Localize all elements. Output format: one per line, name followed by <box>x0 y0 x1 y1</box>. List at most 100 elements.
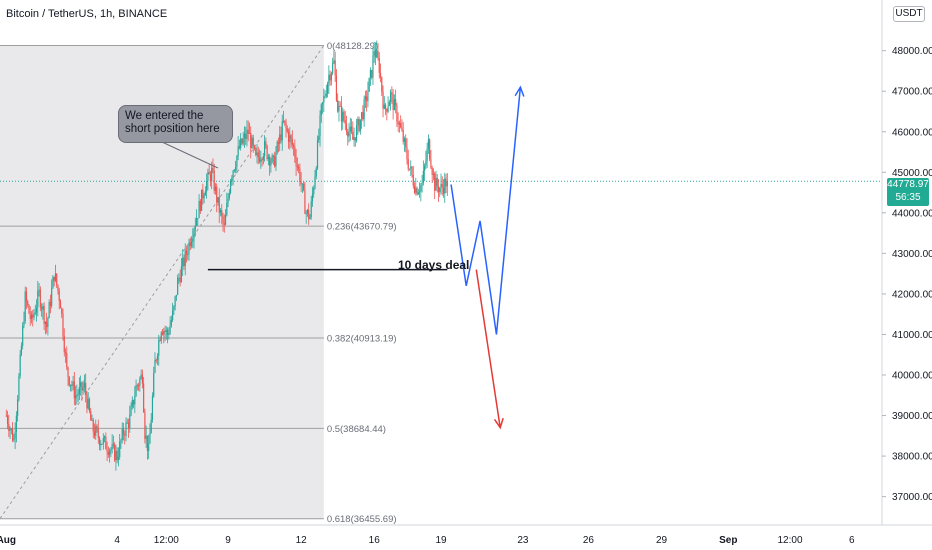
candle-body <box>284 120 286 123</box>
candle-body <box>132 400 135 405</box>
candle-body <box>407 159 409 169</box>
candle-body <box>183 257 185 267</box>
time-tick-label: 19 <box>435 535 447 546</box>
candle-body <box>146 435 149 451</box>
candle-body <box>227 197 229 204</box>
entry-callout[interactable]: We entered the short position here <box>118 105 233 143</box>
candle-body <box>320 104 322 116</box>
candle-body <box>59 300 62 309</box>
candle-body <box>432 173 435 175</box>
candle-body <box>253 145 256 149</box>
candle-body <box>184 250 186 267</box>
candle-body <box>51 288 53 306</box>
candle-body <box>214 186 217 191</box>
candle-body <box>332 63 334 74</box>
time-tick-label: 12 <box>296 535 308 546</box>
candle-body <box>202 189 204 199</box>
candle-body <box>282 120 285 122</box>
candle-body <box>265 141 267 146</box>
candle-body <box>325 93 327 96</box>
candle-body <box>236 155 238 168</box>
candle-body <box>311 193 314 202</box>
candle-body <box>334 60 336 76</box>
candle-body <box>352 131 354 140</box>
candle-body <box>413 185 416 193</box>
candle-body <box>364 96 366 100</box>
candle-body <box>270 161 272 166</box>
candle-body <box>396 105 398 122</box>
candle-body <box>52 276 54 289</box>
candle-body <box>32 314 34 318</box>
candle-body <box>388 101 390 107</box>
candle-body <box>111 444 113 450</box>
candle-body <box>378 58 380 73</box>
candle-body <box>24 291 26 322</box>
candle-body <box>63 336 65 352</box>
candle-body <box>222 215 224 224</box>
price-tick-label: 44000.00 <box>892 208 932 219</box>
candle-body <box>367 91 369 102</box>
candle-body <box>371 69 373 78</box>
candle-body <box>226 203 228 216</box>
candle-body <box>114 444 116 461</box>
candle-body <box>29 313 31 319</box>
candle-body <box>252 137 254 146</box>
candle-body <box>398 123 401 125</box>
price-tick-label: 40000.00 <box>892 371 932 382</box>
candle-body <box>23 321 25 326</box>
candle-body <box>126 422 128 424</box>
candle-body <box>264 141 266 157</box>
candle-body <box>56 273 58 286</box>
price-tick-label: 42000.00 <box>892 289 932 300</box>
candle-body <box>136 385 138 387</box>
candle-body <box>156 355 159 360</box>
candle-body <box>93 431 96 436</box>
candle-body <box>207 171 209 181</box>
fib-level-label: 0.5(38684.44) <box>327 424 386 435</box>
candle-body <box>338 105 340 112</box>
projection-blue-path <box>450 87 522 335</box>
candle-body <box>13 438 15 441</box>
candle-body <box>444 178 446 194</box>
candle-body <box>221 210 223 216</box>
candle-body <box>304 190 306 214</box>
candle-body <box>127 422 130 429</box>
candle-body <box>427 139 429 149</box>
candle-body <box>71 384 73 386</box>
time-tick-label: 9 <box>225 535 231 546</box>
candle-body <box>431 167 433 175</box>
candle-body <box>446 181 448 187</box>
candle-body <box>135 385 137 397</box>
candle-body <box>445 178 447 187</box>
candle-body <box>382 91 384 109</box>
candle-body <box>10 429 12 431</box>
candle-body <box>199 200 201 211</box>
time-tick-label: Sep <box>719 535 737 546</box>
candle-body <box>366 96 368 102</box>
candle-body <box>217 197 219 203</box>
candle-body <box>22 325 24 346</box>
candle-body <box>177 277 179 295</box>
candle-body <box>390 92 392 102</box>
candle-body <box>285 122 287 129</box>
candle-body <box>165 329 167 332</box>
candle-body <box>313 187 315 194</box>
candle-body <box>164 331 166 333</box>
candle-body <box>53 276 55 281</box>
candle-body <box>57 285 59 291</box>
candle-body <box>112 444 114 446</box>
deal-label[interactable]: 10 days deal <box>398 258 470 272</box>
candle-body <box>185 250 188 255</box>
price-tick-label: 43000.00 <box>892 249 932 260</box>
candle-body <box>235 167 237 170</box>
candle-body <box>349 126 351 132</box>
candle-body <box>305 213 307 215</box>
candle-body <box>129 415 131 429</box>
candle-body <box>17 399 19 416</box>
candle-body <box>144 411 146 439</box>
currency-selector[interactable]: USDT <box>893 6 925 22</box>
candle-body <box>73 381 75 399</box>
candle-body <box>347 131 349 137</box>
candle-body <box>169 325 171 334</box>
